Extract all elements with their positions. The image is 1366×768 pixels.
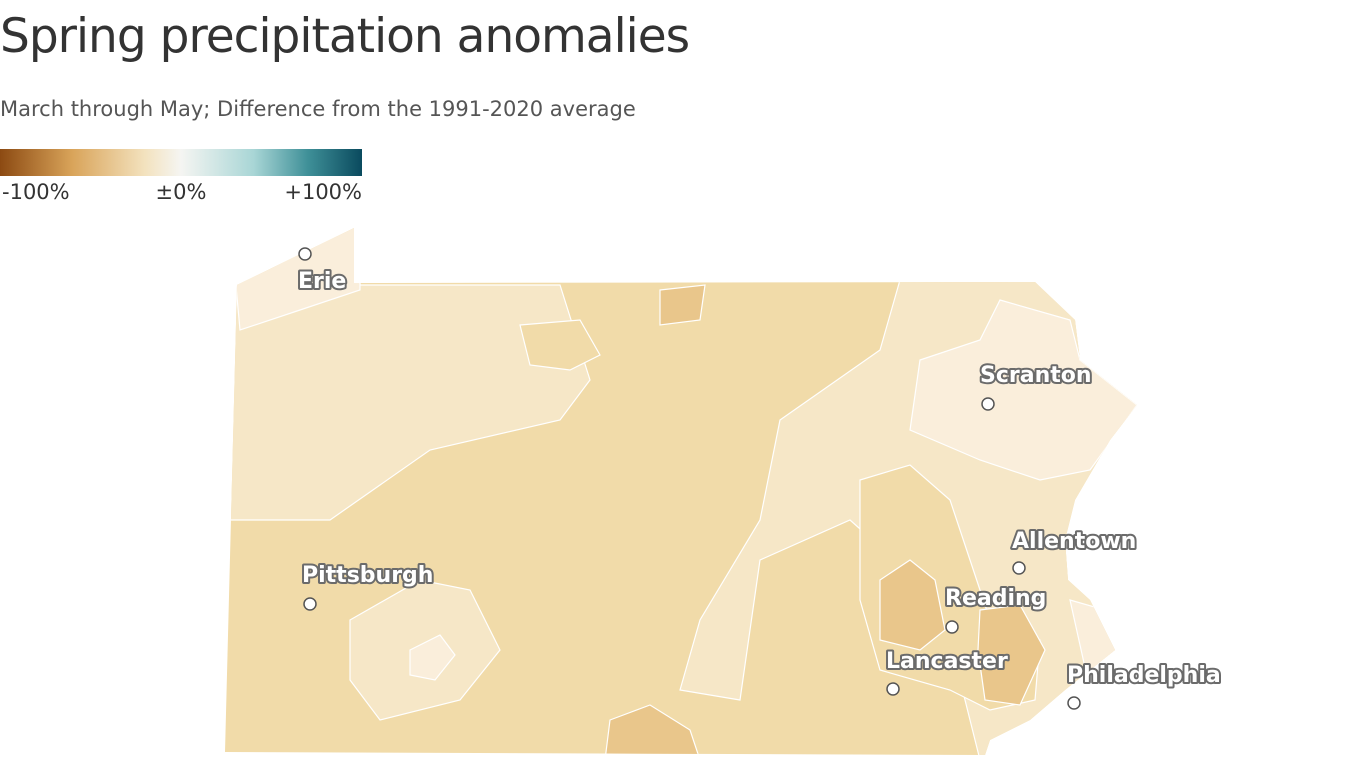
city-dot: [298, 247, 312, 261]
legend-label: +100%: [284, 180, 362, 204]
state-map: [225, 228, 1137, 755]
city-label: Reading: [945, 586, 1046, 611]
city-label: Allentown: [1012, 529, 1136, 554]
city-label: Pittsburgh: [302, 563, 433, 588]
city-label: Lancaster: [886, 649, 1008, 674]
city-dot: [1012, 561, 1026, 575]
city-label: Scranton: [980, 363, 1092, 388]
city-dot: [981, 397, 995, 411]
city-dot: [1067, 696, 1081, 710]
city-dot: [945, 620, 959, 634]
subtitle: March through May; Difference from the 1…: [0, 97, 636, 121]
city-label: Philadelphia: [1067, 663, 1221, 688]
title: Spring precipitation anomalies: [0, 9, 689, 64]
legend-label: ±0%: [156, 180, 207, 204]
legend-gradient: [0, 149, 362, 176]
city-label: Erie: [298, 269, 346, 294]
city-dot: [886, 682, 900, 696]
legend-label: -100%: [2, 180, 70, 204]
city-dot: [303, 597, 317, 611]
